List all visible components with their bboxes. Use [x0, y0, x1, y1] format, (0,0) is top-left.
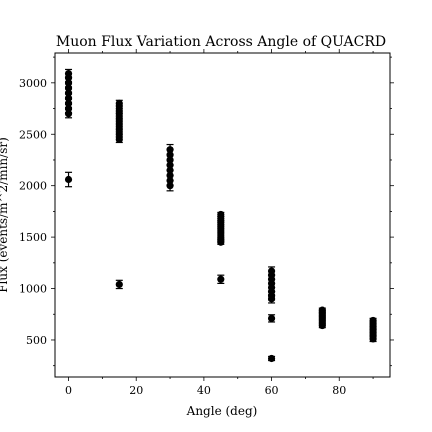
x-tick-label: 0 [65, 384, 72, 397]
marker [166, 182, 174, 190]
y-tick-label: 500 [26, 334, 47, 347]
y-tick-label: 1000 [19, 283, 47, 296]
marker [64, 84, 73, 92]
marker [318, 321, 326, 330]
marker [64, 94, 73, 102]
marker [115, 135, 123, 143]
marker [217, 275, 225, 283]
x-tick-label: 40 [197, 384, 211, 397]
data-point [217, 238, 225, 246]
marker [267, 295, 276, 303]
y-tick-label: 1500 [19, 231, 47, 244]
marker [64, 99, 73, 107]
marker [217, 238, 225, 246]
marker [369, 335, 377, 343]
chart-title: Muon Flux Variation Across Angle of QUAC… [56, 34, 386, 50]
marker [267, 314, 276, 322]
data-point [267, 314, 276, 323]
marker [64, 104, 73, 113]
marker [64, 175, 73, 184]
marker [64, 110, 73, 118]
y-axis-label: Flux (events/m^2/min/sr) [0, 137, 10, 293]
marker [64, 79, 73, 87]
data-point [115, 279, 123, 290]
data-point [115, 135, 123, 144]
y-tick-label: 2500 [19, 128, 47, 141]
x-tick-label: 80 [332, 384, 346, 397]
marker [64, 74, 73, 82]
data-point [369, 335, 377, 343]
plot-frame [54, 52, 391, 378]
data-point [166, 179, 174, 192]
y-tick-label: 3000 [19, 77, 47, 90]
x-tick-label: 20 [129, 384, 143, 397]
marker [267, 354, 276, 363]
data-point [64, 108, 73, 119]
y-tick-label: 2000 [19, 180, 47, 193]
marker [115, 280, 123, 289]
y-axis: 500 1000 1500 2000 2500 3000 [19, 56, 394, 367]
data-point [217, 274, 225, 284]
data-point [267, 354, 276, 363]
data-point [318, 321, 326, 330]
x-tick-label: 60 [265, 384, 279, 397]
plot-area [64, 68, 377, 363]
x-axis-label: Angle (deg) [186, 404, 258, 418]
data-point [64, 171, 73, 188]
marker [64, 89, 73, 97]
x-axis: 0 20 40 60 80 [65, 49, 374, 397]
data-point [267, 294, 276, 304]
